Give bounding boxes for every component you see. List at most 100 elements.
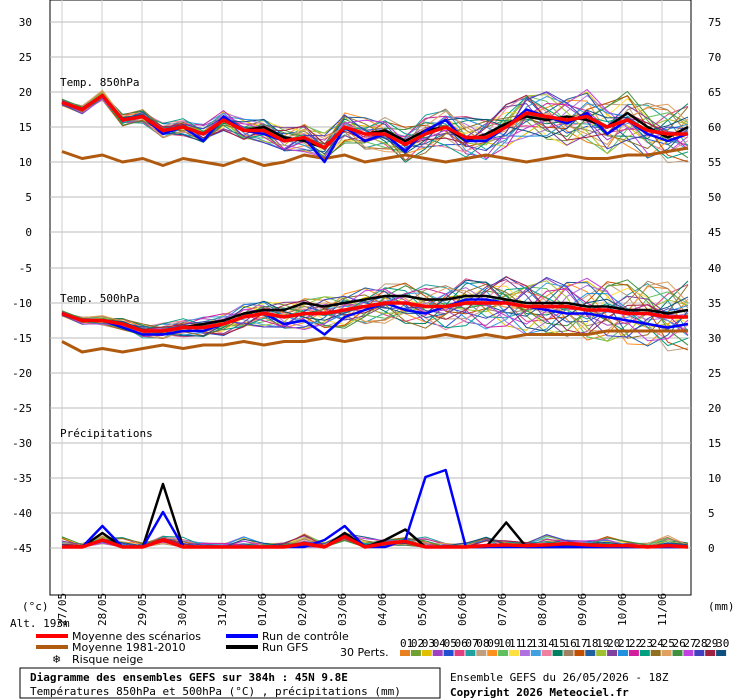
left-unit-label: (°c) [22,600,49,613]
pert-label: 09 [487,637,500,650]
snowflake-icon: ❄ [52,653,61,666]
t500-right-tick: 20 [708,402,721,415]
pert-label: 14 [542,637,556,650]
legend: Moyenne des scénarios Moyenne 1981-2010 … [36,630,729,666]
date-tick: 27/05 [56,593,69,626]
date-tick: 28/05 [96,593,109,626]
pert-label: 13 [531,637,544,650]
precip-mean-line [62,534,689,549]
date-tick: 01/06 [256,593,269,626]
pert-swatch [541,650,552,656]
t500-left-tick: -15 [12,332,32,345]
t500-mean-line [61,301,688,333]
pert-swatch [705,650,716,656]
pert-swatch [498,650,509,656]
pert-label: 21 [618,637,631,650]
date-tick: 10/06 [616,593,629,626]
t850-left-tick: 20 [19,86,32,99]
pert-label: 22 [629,637,642,650]
t500-right-tick: 10 [708,472,721,485]
pert-swatch [432,650,443,656]
pert-swatch [596,650,607,656]
footer-title: Diagramme des ensembles GEFS sur 384h : … [30,671,348,684]
date-tick: 05/06 [416,593,429,626]
pert-label: 30 [716,637,729,650]
legend-mean-label: Moyenne des scénarios [72,630,201,643]
t850-right-tick: 50 [708,191,721,204]
pert-label: 28 [694,637,707,650]
pert-swatch [618,650,628,656]
date-tick: 09/06 [576,593,589,626]
pert-swatch [672,650,683,656]
pert-swatch [607,650,618,656]
footer-box [19,667,441,699]
date-tick: 07/06 [496,593,509,626]
t500-left-tick: -45 [12,542,32,555]
pert-label: 29 [705,637,718,650]
pert-label: 26 [673,637,686,650]
series [61,89,689,549]
t850-control-line [61,94,689,164]
altitude-label: Alt. 193m [10,617,70,630]
t500-member [61,280,689,340]
t850-right-tick: 75 [708,16,721,29]
pert-label: 08 [476,637,489,650]
t500-right-tick: 30 [708,332,721,345]
pert-label: 18 [585,637,598,650]
t500-left-tick: -30 [12,437,32,450]
pert-swatch [519,650,530,656]
run-info: Ensemble GEFS du 26/05/2026 - 18Z [450,671,669,684]
pert-swatch [465,650,476,656]
date-tick: 02/06 [296,593,309,626]
right-unit-label: (mm) [708,600,735,613]
t850-label: Temp. 850hPa [60,76,139,89]
t500-right-tick: 5 [708,507,715,520]
pert-swatch [574,650,585,656]
footer-subtitle: Températures 850hPa et 500hPa (°C) , pré… [30,685,401,698]
pert-swatch [639,650,650,656]
legend-gfs-label: Run GFS [262,641,308,654]
t500-label: Temp. 500hPa [60,292,139,305]
pert-label: 27 [683,637,696,650]
legend-climate-label: Moyenne 1981-2010 [72,641,186,654]
pert-label: 11 [509,637,522,650]
pert-swatch [661,650,672,656]
date-tick: 29/05 [136,593,149,626]
t850-mean-line [61,93,688,150]
precip-label: Précipitations [60,427,153,440]
t850-right-tick: 55 [708,156,721,169]
pert-swatch [487,650,498,656]
pert-label: 06 [455,637,468,650]
pert-swatch [530,650,541,656]
t500-right-tick: 15 [708,437,721,450]
t850-left-tick: 10 [19,156,32,169]
legend-snow-label: Risque neige [72,653,143,666]
t850-climate-line [61,146,689,167]
pert-swatch [552,650,563,656]
t500-left-tick: -25 [12,402,32,415]
pert-label: 07 [465,637,478,650]
pert-label: 03 [422,637,435,650]
t500-right-tick: 40 [708,262,721,275]
date-tick: 31/05 [216,593,229,626]
pert-label: 17 [574,637,587,650]
pert-swatch [563,650,574,656]
copyright: Copyright 2026 Meteociel.fr [450,686,629,699]
pert-swatch [585,650,596,656]
date-tick: 08/06 [536,593,549,626]
t850-member [61,90,689,150]
pert-label: 12 [520,637,533,650]
t850-left-tick: 5 [25,191,32,204]
pert-label: 16 [564,637,577,650]
t850-left-tick: 0 [25,226,32,239]
t500-left-tick: -10 [12,297,32,310]
t500-member [61,283,689,339]
date-tick: 04/06 [376,593,389,626]
date-tick: 11/06 [656,593,669,626]
t850-left-tick: 25 [19,51,32,64]
pert-swatch [400,650,410,656]
t500-left-tick: -35 [12,472,32,485]
date-tick: 30/05 [176,593,189,626]
pert-swatch [509,650,519,656]
